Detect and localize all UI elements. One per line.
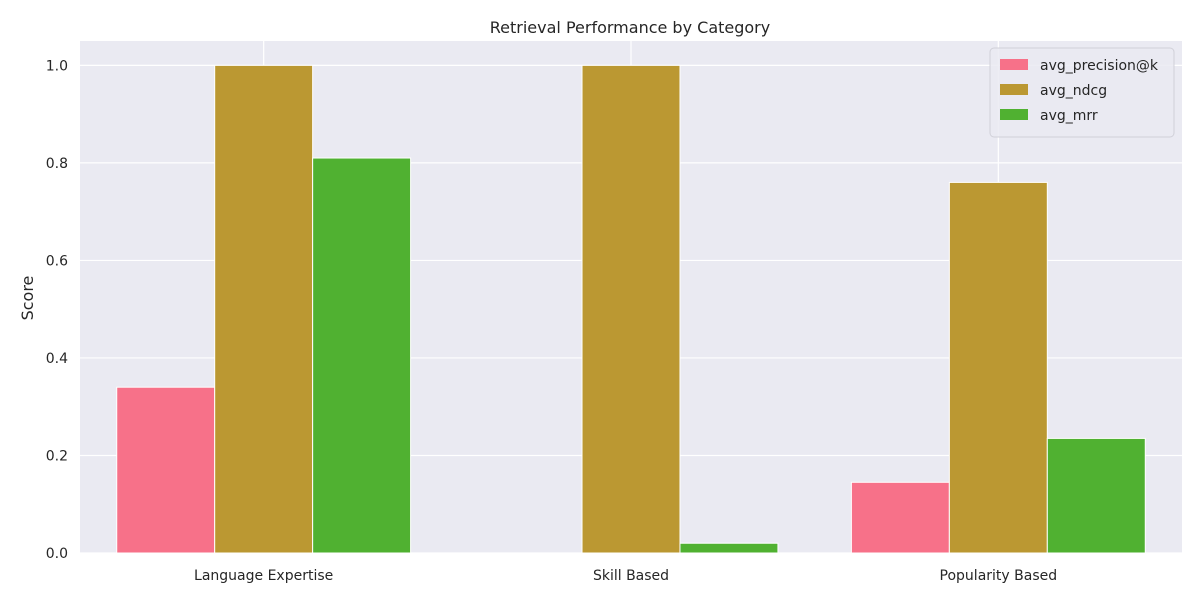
legend-swatch (1000, 59, 1028, 70)
legend-box (989, 47, 1175, 138)
bar-avg-ndcg-2 (948, 181, 1048, 554)
bar-avg-mrr-0 (312, 157, 412, 554)
legend-swatch (1000, 84, 1028, 95)
legend-label: avg_precision@k (1040, 58, 1159, 74)
y-tick-label: 0.6 (46, 253, 68, 269)
legend-label: avg_ndcg (1040, 83, 1107, 99)
y-tick-label: 0.0 (46, 546, 68, 562)
y-tick-label: 0.4 (46, 351, 68, 367)
chart-title: Retrieval Performance by Category (490, 18, 770, 37)
x-tick-label: Language Expertise (194, 568, 333, 584)
bar-avg-precision-k-0 (116, 386, 216, 554)
x-tick-label: Popularity Based (940, 568, 1058, 584)
bar-avg-mrr-1 (679, 542, 779, 554)
bar-avg-ndcg-0 (214, 64, 314, 554)
legend-label: avg_mrr (1040, 108, 1098, 124)
y-tick-label: 0.2 (46, 448, 68, 464)
legend-swatch (1000, 109, 1028, 120)
y-axis-label: Score (18, 276, 37, 321)
bar-avg-ndcg-1 (581, 64, 681, 554)
bar-avg-mrr-2 (1046, 437, 1146, 554)
legend: avg_precision@k avg_ndcg avg_mrr (989, 47, 1175, 138)
y-tick-label: 1.0 (46, 58, 68, 74)
x-tick-label: Skill Based (593, 568, 669, 584)
bar-avg-precision-k-2 (850, 481, 950, 554)
y-tick-label: 0.8 (46, 156, 68, 172)
